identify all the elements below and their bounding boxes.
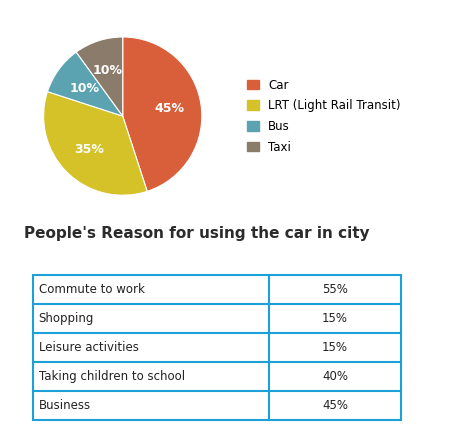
Text: People's Reason for using the car in city: People's Reason for using the car in cit… [24, 226, 369, 241]
Text: 45%: 45% [155, 102, 185, 115]
Wedge shape [123, 37, 202, 191]
Wedge shape [48, 52, 123, 116]
Text: Business: Business [39, 399, 91, 412]
Text: Commute to work: Commute to work [39, 283, 144, 296]
Legend: Car, LRT (Light Rail Transit), Bus, Taxi: Car, LRT (Light Rail Transit), Bus, Taxi [244, 75, 404, 157]
Text: 10%: 10% [69, 82, 99, 95]
Wedge shape [76, 37, 123, 116]
Text: 10%: 10% [93, 64, 123, 77]
Text: 40%: 40% [322, 370, 348, 383]
Text: 15%: 15% [322, 312, 348, 325]
Text: 45%: 45% [322, 399, 348, 412]
Text: Shopping: Shopping [39, 312, 94, 325]
Text: 15%: 15% [322, 341, 348, 354]
Bar [33, 275, 401, 421]
Wedge shape [43, 92, 147, 195]
Text: 35%: 35% [74, 143, 104, 156]
Text: 55%: 55% [322, 283, 348, 296]
Text: Taking children to school: Taking children to school [39, 370, 185, 383]
Text: Leisure activities: Leisure activities [39, 341, 139, 354]
